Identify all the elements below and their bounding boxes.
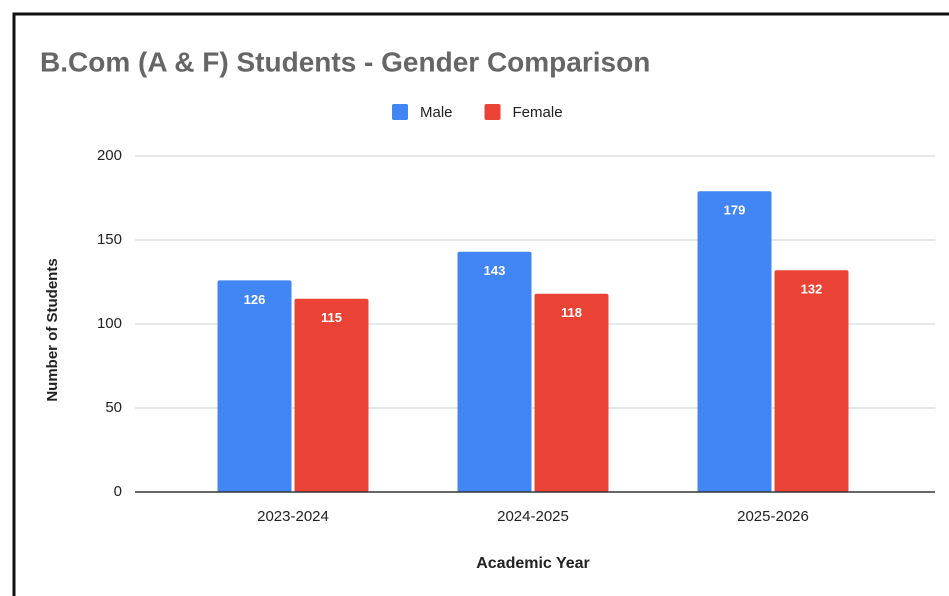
frame xyxy=(12,12,949,596)
data-label: 179 xyxy=(724,203,746,218)
x-tick-label: 2024-2025 xyxy=(497,508,569,525)
legend-swatch xyxy=(392,104,408,120)
bar xyxy=(697,191,772,492)
y-tick-label: 50 xyxy=(105,399,122,416)
data-label: 115 xyxy=(321,310,342,325)
bar xyxy=(217,280,292,492)
data-label: 132 xyxy=(801,282,823,297)
y-tick-label: 150 xyxy=(97,231,122,248)
bar xyxy=(294,298,369,492)
chart-title: B.Com (A & F) Students - Gender Comparis… xyxy=(40,46,650,77)
x-tick-label: 2023-2024 xyxy=(257,508,329,525)
bar xyxy=(774,270,849,492)
legend-label: Female xyxy=(513,104,563,121)
data-label: 143 xyxy=(484,263,506,278)
legend-label: Male xyxy=(420,104,453,121)
legend-swatch xyxy=(484,104,501,120)
y-tick-label: 200 xyxy=(97,147,122,164)
data-label: 126 xyxy=(244,292,266,307)
data-label: 118 xyxy=(561,305,582,320)
y-axis-title: Number of Students xyxy=(44,258,61,401)
x-tick-label: 2025-2026 xyxy=(737,508,809,525)
y-tick-label: 100 xyxy=(97,315,122,332)
y-tick-label: 0 xyxy=(114,483,122,500)
bar xyxy=(534,293,609,492)
x-axis-title: Academic Year xyxy=(476,555,590,572)
bar xyxy=(457,251,532,492)
